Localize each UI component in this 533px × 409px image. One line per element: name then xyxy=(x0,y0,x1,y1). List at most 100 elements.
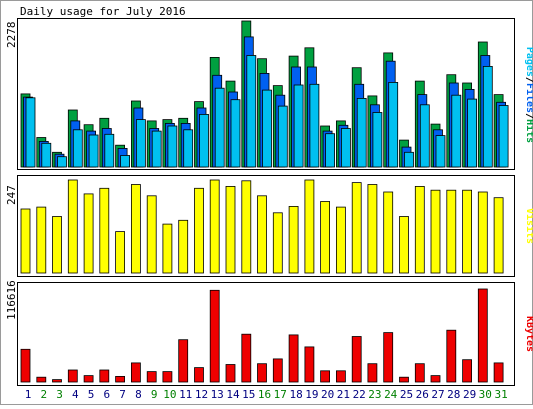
visits-bars xyxy=(20,179,504,274)
day-label-27: 27 xyxy=(431,388,444,401)
visits-bar-day-15 xyxy=(241,180,252,274)
visits-bar-day-23 xyxy=(367,184,378,274)
pages-bar-day-5 xyxy=(88,134,99,168)
pages-bar-day-20 xyxy=(325,133,336,168)
pages-bar-day-18 xyxy=(293,84,304,168)
pages-bar-day-4 xyxy=(72,129,83,168)
day-label-9: 9 xyxy=(151,388,158,401)
day-label-25: 25 xyxy=(400,388,413,401)
visits-bar-day-14 xyxy=(225,185,236,274)
kbytes-panel-frame xyxy=(17,282,515,386)
day-label-21: 21 xyxy=(337,388,350,401)
visits-bar-day-7 xyxy=(115,231,125,274)
day-label-5: 5 xyxy=(88,388,95,401)
legend-kbytes: KBytes xyxy=(524,316,533,352)
visits-bar-day-19 xyxy=(304,179,315,274)
visits-bar-day-18 xyxy=(288,205,299,274)
kbytes-bar-day-26 xyxy=(414,363,425,383)
legend-pages: Pages xyxy=(524,47,533,77)
pages-bar-day-16 xyxy=(262,89,272,168)
visits-bar-day-12 xyxy=(194,187,204,274)
kbytes-bar-day-24 xyxy=(383,332,394,383)
kbytes-bar-day-29 xyxy=(462,359,473,383)
pages-bar-day-31 xyxy=(498,105,509,168)
pages-bar-day-12 xyxy=(199,114,209,168)
day-label-26: 26 xyxy=(416,388,429,401)
pages-bar-day-23 xyxy=(372,112,383,168)
kbytes-bar-day-12 xyxy=(194,367,204,383)
hits-max-label: 2278 xyxy=(5,22,18,49)
kbytes-bar-day-2 xyxy=(36,376,47,383)
day-label-7: 7 xyxy=(119,388,126,401)
kbytes-bar-day-14 xyxy=(225,364,236,383)
day-label-20: 20 xyxy=(321,388,334,401)
pages-bar-day-22 xyxy=(356,98,367,168)
visits-panel-frame xyxy=(17,175,515,277)
chart-title: Daily usage for July 2016 xyxy=(20,5,186,18)
day-label-2: 2 xyxy=(40,388,47,401)
kbytes-bar-day-27 xyxy=(430,375,441,383)
day-label-14: 14 xyxy=(226,388,240,401)
day-label-15: 15 xyxy=(242,388,255,401)
visits-bar-day-21 xyxy=(335,206,346,274)
kbytes-bar-day-16 xyxy=(257,363,267,383)
day-label-10: 10 xyxy=(163,388,176,401)
day-label-23: 23 xyxy=(368,388,381,401)
day-label-24: 24 xyxy=(384,388,398,401)
kbytes-bar-day-25 xyxy=(399,376,409,383)
pages-bar-day-14 xyxy=(230,99,241,168)
day-label-13: 13 xyxy=(211,388,224,401)
visits-bar-day-11 xyxy=(178,219,189,274)
visits-bar-day-25 xyxy=(399,216,409,274)
kbytes-bar-day-17 xyxy=(272,358,283,383)
kbytes-bar-day-4 xyxy=(67,369,78,383)
kbytes-bar-day-31 xyxy=(493,362,504,383)
hits-files-pages-bars xyxy=(20,20,509,168)
visits-bar-day-6 xyxy=(99,187,110,274)
visits-bar-day-26 xyxy=(414,185,425,274)
visits-bar-day-10 xyxy=(162,223,173,274)
pages-bar-day-8 xyxy=(135,119,146,168)
pages-bar-day-11 xyxy=(183,129,194,168)
kbytes-bar-day-3 xyxy=(52,379,62,383)
legend-files: Files xyxy=(524,83,533,113)
visits-bar-day-22 xyxy=(351,182,362,274)
pages-bar-day-27 xyxy=(435,135,446,168)
day-label-16: 16 xyxy=(258,388,271,401)
visits-bar-day-5 xyxy=(83,193,94,274)
visits-bar-day-4 xyxy=(67,179,78,274)
kbytes-bar-day-11 xyxy=(178,339,189,383)
visits-bar-day-1 xyxy=(20,208,31,274)
visits-bar-day-13 xyxy=(209,179,220,274)
pages-bar-day-25 xyxy=(404,151,414,168)
kbytes-bar-day-22 xyxy=(351,336,362,383)
pages-bar-day-30 xyxy=(482,66,493,168)
kbytes-bar-day-8 xyxy=(130,362,141,383)
kbytes-bar-day-20 xyxy=(320,370,331,383)
pages-bar-day-1 xyxy=(25,97,36,168)
pages-bar-day-15 xyxy=(246,55,257,168)
kbytes-max-label: 116616 xyxy=(5,280,18,320)
visits-bar-day-30 xyxy=(477,191,488,274)
day-axis-labels: 1 2 3 4 5 6 7 8 9 10 11 12 13 14 15 16 17 18 19 20 21 22 23 24 2… xyxy=(25,388,508,401)
kbytes-bars xyxy=(20,288,504,383)
kbytes-bar-day-15 xyxy=(241,333,252,383)
kbytes-bar-day-30 xyxy=(477,288,488,383)
day-label-18: 18 xyxy=(289,388,302,401)
day-label-31: 31 xyxy=(494,388,507,401)
pages-bar-day-21 xyxy=(340,128,351,168)
day-label-22: 22 xyxy=(353,388,366,401)
hits-panel-legend: Pages/Files/Hits xyxy=(524,47,533,143)
hits-panel-frame xyxy=(17,18,515,170)
visits-bar-day-9 xyxy=(146,195,157,274)
pages-bar-day-19 xyxy=(309,83,320,168)
day-label-1: 1 xyxy=(25,388,32,401)
day-label-19: 19 xyxy=(305,388,318,401)
legend-visits: Visits xyxy=(524,208,533,244)
kbytes-bar-day-9 xyxy=(146,371,157,383)
kbytes-bar-day-23 xyxy=(367,363,378,383)
kbytes-bar-day-21 xyxy=(335,370,346,383)
pages-bar-day-26 xyxy=(419,104,430,168)
